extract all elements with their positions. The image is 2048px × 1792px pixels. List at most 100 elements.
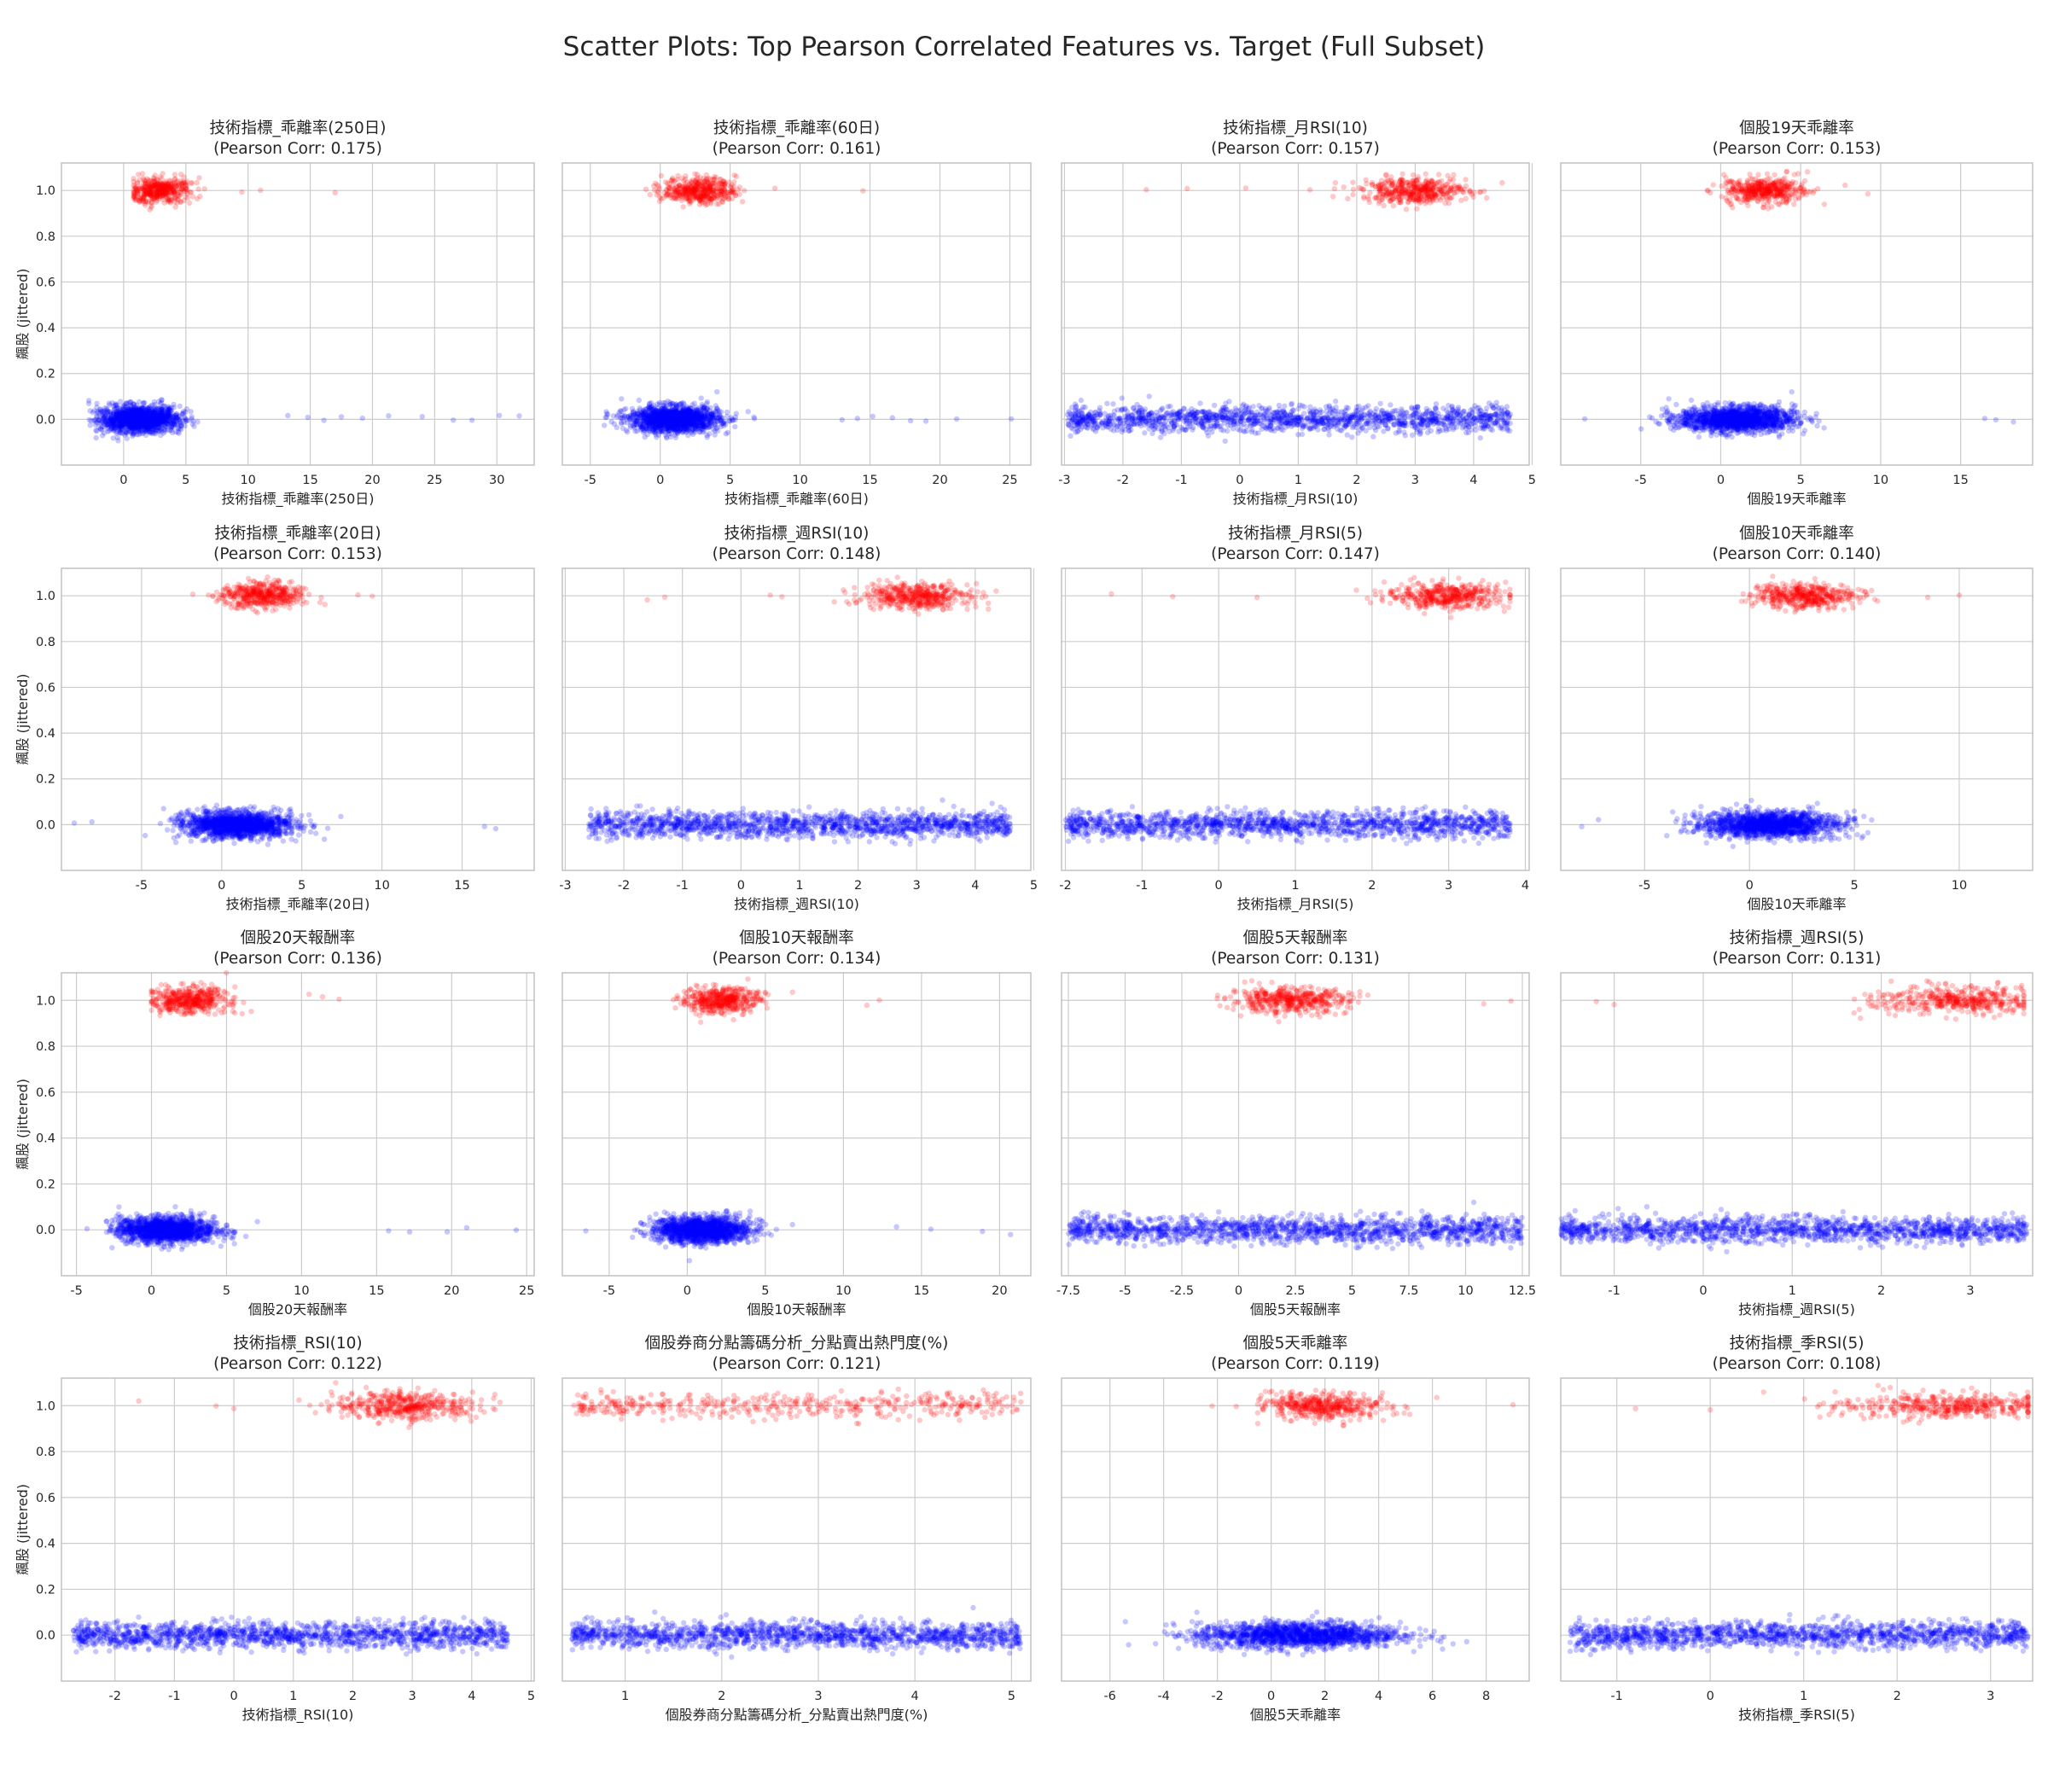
y-tick-label: 0.8 [36,230,55,244]
negative-point [114,411,120,417]
negative-point [1377,400,1383,407]
negative-point [119,416,125,422]
negative-point [713,422,719,428]
negative-point [672,404,679,410]
negative-point [1409,432,1416,439]
negative-point [95,408,101,415]
negative-point [115,422,121,428]
negative-point [130,433,136,439]
negative-point [96,417,102,423]
negative-point [714,389,720,395]
negative-point [663,409,669,416]
negative-point [168,407,174,413]
positive-point [677,182,683,188]
positive-point [860,188,866,194]
negative-point [132,420,138,426]
positive-point [174,183,180,189]
positive-point [654,192,660,198]
negative-point [129,410,135,416]
negative-point [468,417,475,423]
negative-point [94,400,100,407]
negative-point [171,419,177,425]
subplot-title: 技術指標_乖離率(250日) [210,119,387,137]
negative-point [131,416,137,422]
negative-point [130,415,136,421]
positive-point [671,195,678,201]
negative-point [610,413,617,419]
positive-point [135,172,142,177]
negative-point [516,413,522,419]
positive-point [666,187,672,194]
negative-point [121,422,127,428]
positive-point [134,179,141,185]
positive-point [172,176,178,182]
negative-point [721,420,727,426]
negative-point [143,419,149,425]
negative-point [617,415,624,422]
negative-point [120,418,127,424]
x-tick-label: 15 [302,474,317,487]
negative-point [119,420,125,426]
positive-point [697,195,703,201]
x-tick-label: 20 [932,474,947,487]
negative-class-points [1064,393,1514,445]
negative-point [617,408,624,414]
negative-point [1167,403,1173,410]
negative-point [112,415,118,421]
negative-point [451,417,457,423]
positive-point [719,184,725,190]
positive-point [178,191,184,197]
negative-point [129,428,135,434]
negative-point [93,434,99,441]
negative-point [359,415,365,422]
positive-point [196,175,202,181]
negative-point [189,421,195,427]
negative-point [165,416,171,423]
negative-point [1370,433,1376,439]
negative-point [653,407,659,414]
negative-point [99,408,105,414]
negative-point [124,416,131,422]
negative-point [140,422,146,428]
positive-point [148,189,154,195]
negative-point [1388,402,1393,408]
negative-point [122,412,129,418]
positive-point [711,174,718,180]
positive-point [194,179,200,186]
negative-point [163,415,169,421]
positive-point [154,177,160,183]
positive-point [143,190,149,197]
positive-point [159,187,165,194]
negative-point [120,411,126,417]
negative-point [158,432,164,439]
negative-point [137,405,144,412]
y-tick-label: 0.2 [36,368,55,381]
negative-point [135,423,142,429]
negative-point [155,412,161,419]
negative-point [108,416,114,422]
negative-point [131,404,137,410]
negative-point [419,414,425,420]
negative-point [124,421,130,427]
positive-point [197,193,203,200]
positive-point [652,187,658,193]
negative-point [689,417,695,423]
negative-point [650,425,656,431]
positive-point [140,198,147,205]
negative-point [148,406,154,412]
positive-point [656,198,663,205]
negative-point [668,410,674,416]
negative-point [637,427,643,433]
negative-point [953,416,960,422]
negative-point [608,419,614,425]
positive-point [149,195,156,201]
negative-point [126,399,132,405]
positive-point [701,187,707,194]
negative-point [169,429,176,435]
negative-point [117,424,123,430]
positive-point [187,189,194,195]
x-tick-label: 5 [182,474,189,487]
negative-point [124,435,130,442]
x-tick-label: 25 [427,474,442,487]
negative-point [870,413,876,420]
